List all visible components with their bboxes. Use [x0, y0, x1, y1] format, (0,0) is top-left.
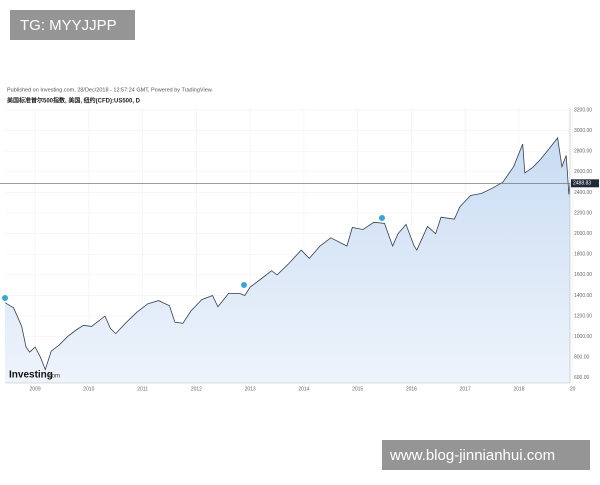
y-tick-label: 2200.00: [574, 210, 592, 216]
x-tick-label: 2014: [298, 386, 309, 392]
y-tick-label: 600.00: [574, 375, 590, 381]
y-tick-label: 1400.00: [574, 293, 592, 299]
x-tick-label: 2009: [30, 386, 41, 392]
x-tick-label: 2010: [83, 386, 94, 392]
watermark: www.blog-jinnianhui.com: [389, 447, 555, 464]
x-tick-label: 20: [570, 386, 576, 392]
x-tick-label: 2011: [137, 386, 148, 392]
y-tick-label: 1600.00: [574, 272, 592, 278]
published-note: Published on Investing.com, 28/Dec/2018 …: [7, 87, 213, 93]
y-tick-label: 800.00: [574, 355, 590, 361]
x-tick-label: 2016: [406, 386, 417, 392]
y-tick-label: 3000.00: [574, 128, 592, 134]
last-price-box: [571, 179, 599, 188]
last-price-label: 2488.83: [573, 181, 591, 187]
event-icon: [1, 294, 9, 302]
area-fill: [5, 137, 570, 383]
y-tick-label: 2400.00: [574, 190, 592, 196]
watermark-box: [10, 10, 135, 40]
watermark-box: [382, 440, 590, 470]
watermark: TG: MYYJJPP: [20, 17, 117, 34]
y-tick-label: 2800.00: [574, 149, 592, 155]
event-icon: [240, 281, 248, 289]
x-tick-label: 2018: [513, 386, 524, 392]
y-tick-label: 1200.00: [574, 313, 592, 319]
plot: 600.00 800.00 1000.00 1200.00 1400.00 1600.00…: [0, 107, 599, 392]
x-tick-label: 2017: [460, 386, 471, 392]
price-line: [4, 136, 571, 371]
logo-suffix: .com: [47, 374, 60, 380]
y-tick-label: 3200.00: [574, 107, 592, 113]
x-tick-label: 2013: [245, 386, 256, 392]
y-tick-label: 1000.00: [574, 334, 592, 340]
logo: Investing: [9, 370, 53, 381]
subtitle: 美国标准普尔500指数, 美国, 纽约(CFD):US500, D: [6, 97, 141, 105]
y-tick-label: 1800.00: [574, 252, 592, 258]
event-icon: [378, 214, 386, 222]
y-tick-label: 2000.00: [574, 231, 592, 237]
x-tick-label: 2015: [352, 386, 363, 392]
x-tick-label: 2012: [191, 386, 202, 392]
y-tick-label: 2600.00: [574, 169, 592, 175]
